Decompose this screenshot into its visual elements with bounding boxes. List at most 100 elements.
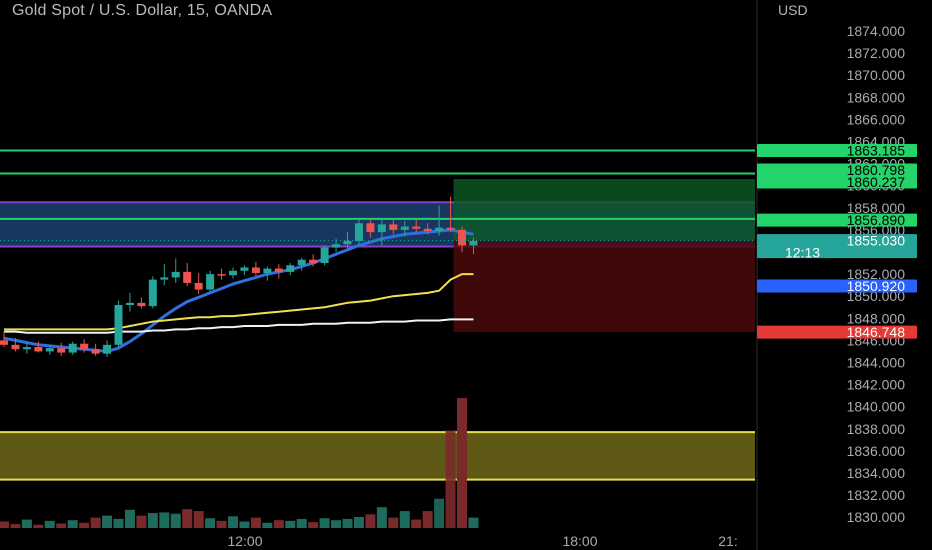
candle-body [206, 274, 215, 290]
price-label-badge [757, 163, 917, 177]
volume-bar [79, 522, 90, 528]
price-tick-label: 1872.000 [847, 45, 906, 61]
volume-bar [10, 524, 21, 528]
volume-bar [136, 515, 147, 528]
candle-body [229, 270, 237, 276]
volume-bar [193, 511, 204, 528]
volume-bar [250, 517, 261, 528]
candle-body [57, 348, 66, 353]
volume-bar [399, 511, 410, 528]
price-tick-label: 1844.000 [847, 355, 906, 371]
price-label-text: 1860.798 [847, 162, 906, 178]
volume-bar [319, 518, 330, 528]
candle-body [469, 240, 478, 246]
volume-bar [21, 519, 32, 528]
volume-bar [56, 523, 67, 528]
volume-bar [205, 518, 216, 528]
trade-target-zone [453, 179, 755, 241]
candle-body [80, 343, 89, 350]
candle-body [297, 259, 306, 266]
price-tick-label: 1848.000 [847, 310, 906, 326]
support-zone [0, 432, 755, 480]
candle-body [91, 349, 100, 354]
volume-bar [468, 517, 479, 528]
volume-bar [273, 520, 284, 528]
candle-body [274, 268, 283, 272]
volume-bar [342, 518, 353, 528]
volume-bar [159, 512, 170, 528]
candle-body [240, 267, 249, 271]
candle-body [412, 226, 421, 229]
moving-average-line-2 [4, 318, 474, 334]
volume-bar [113, 518, 124, 528]
volume-bar [216, 520, 227, 528]
volume-bar [457, 398, 467, 528]
candle-body [194, 282, 203, 290]
volume-bar [124, 509, 135, 528]
countdown-label: 12:13 [785, 245, 820, 261]
volume-bar [434, 498, 445, 528]
price-tick-label: 1866.000 [847, 111, 906, 127]
price-tick-label: 1840.000 [847, 399, 906, 415]
candle-body [354, 223, 363, 241]
volume-bar [239, 521, 250, 528]
candle-body [68, 343, 77, 353]
candle-body [11, 344, 20, 350]
price-tick-label: 1874.000 [847, 23, 906, 39]
volume-bar [147, 513, 158, 528]
price-axis-currency: USD [778, 2, 808, 18]
chart-title: Gold Spot / U.S. Dollar, 15, OANDA [12, 2, 273, 19]
volume-bar [170, 513, 181, 528]
volume-bar [445, 430, 456, 528]
volume-bar [331, 520, 342, 528]
candle-body [400, 226, 409, 230]
price-tick-label: 1838.000 [847, 421, 906, 437]
candle-body [45, 348, 54, 352]
time-axis-label: 21: [718, 533, 737, 549]
candle-body [217, 274, 226, 276]
price-tick-label: 1858.000 [847, 200, 906, 216]
volume-bar [44, 520, 55, 528]
candle-body [22, 347, 31, 350]
candle-body [389, 224, 398, 230]
price-tick-label: 1836.000 [847, 443, 906, 459]
moving-average-line-1 [4, 273, 474, 331]
price-label-text: 1856.890 [847, 212, 906, 228]
price-label-badge [757, 144, 917, 158]
candle-body [423, 228, 432, 232]
volume-bar [90, 517, 101, 528]
volume-bar [182, 509, 193, 528]
candle-body [263, 268, 272, 273]
price-label-text: 1855.030 [847, 233, 906, 249]
candle-body [125, 302, 134, 306]
time-axis-label: 12:00 [227, 533, 262, 549]
price-label-badge [757, 279, 917, 293]
volume-bar [422, 511, 433, 528]
candle-body [0, 340, 8, 345]
price-tick-label: 1842.000 [847, 377, 906, 393]
volume-bar [0, 521, 9, 528]
volume-bar [365, 514, 376, 528]
volume-bar [67, 520, 78, 528]
candle-body [343, 240, 352, 245]
price-label-text: 1860.237 [847, 174, 906, 190]
price-tick-label: 1832.000 [847, 487, 906, 503]
price-tick-label: 1834.000 [847, 465, 906, 481]
price-label-badge [757, 325, 917, 339]
volume-bar [296, 518, 307, 528]
price-label-badge [757, 234, 917, 259]
candle-body [148, 279, 157, 307]
candle-body [377, 224, 386, 233]
volume-bar [376, 507, 387, 528]
candle-body [320, 247, 329, 264]
price-tick-label: 1868.000 [847, 89, 906, 105]
candle-body [309, 259, 318, 264]
candle-body [366, 223, 375, 233]
candle-body [251, 267, 260, 273]
candle-body [446, 227, 455, 230]
volume-bar [285, 520, 296, 528]
price-label-badge [757, 175, 917, 189]
volume-bar [262, 522, 273, 528]
candle-body [160, 277, 169, 280]
